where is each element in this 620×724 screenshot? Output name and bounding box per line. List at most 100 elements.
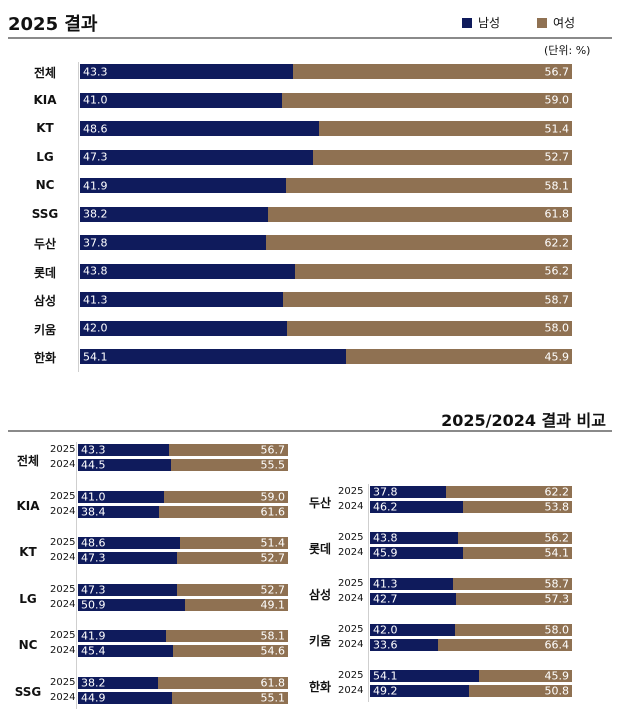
chart2-bar: 44.5 55.5 (78, 458, 288, 472)
chart2-bar-male-label: 43.3 (81, 443, 106, 457)
chart2-bar-male: 41.9 (78, 630, 166, 643)
chart1-bar-female-label: 62.2 (544, 236, 569, 249)
chart1-bar-female: 58.0 (286, 320, 572, 336)
chart2-bar: 46.2 53.8 (370, 501, 572, 514)
chart1-bar-male: 37.8 (80, 235, 266, 250)
chart2-bar-male-label: 43.8 (373, 531, 398, 545)
chart2-bar: 47.3 52.7 (78, 583, 288, 596)
chart1-bar-female-label: 45.9 (544, 350, 569, 363)
chart1-bar: 37.8 62.2 (80, 235, 572, 250)
chart1-bar-female: 56.2 (295, 263, 572, 279)
chart2-bar: 48.6 51.4 (78, 536, 288, 550)
chart1-bar-male: 38.2 (80, 206, 268, 222)
chart2-bar-female: 55.5 (171, 458, 288, 472)
chart2-year-label: 2024 (338, 501, 364, 512)
chart2-bar-male: 42.0 (370, 623, 455, 637)
chart2-bar-female-label: 59.0 (260, 490, 285, 503)
chart2-bar-male-label: 54.1 (373, 669, 398, 683)
chart2-bar-female: 52.7 (177, 551, 288, 565)
chart2-bar-female-label: 55.5 (260, 458, 285, 472)
chart1-category-label: LG (36, 149, 54, 164)
chart2-bar: 41.3 58.7 (370, 577, 572, 591)
chart2-bar-male: 33.6 (370, 638, 438, 652)
chart1-bar: 41.3 58.7 (80, 292, 572, 307)
title-divider-1 (8, 37, 612, 39)
chart2-bar-female-label: 54.6 (260, 644, 285, 658)
chart2-bar-female-label: 62.2 (544, 485, 569, 499)
chart1-axis-line (78, 62, 79, 372)
chart2-bar-male-label: 47.3 (81, 583, 106, 596)
chart2-year-label: 2025 (338, 532, 364, 543)
chart2-bar-female: 57.3 (456, 592, 572, 606)
chart2-bar: 41.9 58.1 (78, 630, 288, 643)
chart2-axis-line (368, 484, 369, 702)
chart2-year-label: 2025 (50, 490, 76, 502)
chart1-bar-female-label: 58.0 (544, 321, 569, 335)
chart2-bar-male: 43.8 (370, 531, 459, 545)
legend-male-swatch (462, 17, 472, 28)
legend-female-swatch (537, 17, 547, 28)
chart2-category-label: 삼성 (308, 588, 332, 602)
chart2-bar-male-label: 47.3 (81, 551, 106, 565)
chart2-bar: 43.3 56.7 (78, 443, 288, 457)
chart1-bar-female: 61.8 (267, 206, 572, 222)
chart1-category-label: 한화 (33, 351, 57, 365)
chart1-category-label: 롯데 (33, 265, 57, 280)
chart2-bar-male-label: 50.9 (81, 598, 106, 611)
chart2-year-label: 2024 (50, 459, 76, 470)
chart2-year-label: 2024 (50, 598, 76, 610)
chart2-bar-male: 43.3 (78, 443, 169, 457)
chart1-bar-female-label: 56.2 (544, 264, 569, 278)
chart2-bar-male-label: 44.9 (81, 691, 106, 704)
chart1-bar-male: 41.9 (80, 178, 287, 193)
chart2-bar-male: 42.7 (370, 593, 457, 606)
chart2-bar-male-label: 41.0 (81, 490, 106, 503)
chart2-bar-female: 50.8 (469, 685, 572, 698)
chart2-category-label: KT (19, 545, 37, 559)
chart1-bar-female-label: 52.7 (544, 150, 569, 164)
chart2-year-label: 2024 (50, 645, 76, 656)
chart2-bar-male-label: 37.8 (373, 485, 398, 499)
legend-female: 여성 (537, 14, 575, 31)
chart2-bar-male-label: 48.6 (81, 536, 106, 550)
chart1-bar-male-label: 48.6 (83, 122, 108, 135)
chart-title-2025: 2025 결과 (8, 14, 98, 35)
chart2-bar: 43.8 56.2 (370, 531, 572, 545)
chart2-bar-female-label: 52.7 (260, 551, 285, 565)
chart2-axis-line (76, 442, 77, 709)
chart2-year-label: 2024 (50, 505, 76, 517)
chart2-year-label: 2024 (50, 552, 76, 563)
chart2-category-label: 키움 (308, 634, 332, 648)
chart2-year-label: 2025 (338, 624, 364, 635)
chart2-bar-male-label: 38.4 (81, 505, 106, 518)
chart2-bar-female-label: 66.4 (544, 638, 569, 652)
chart2-bar-female: 53.8 (463, 501, 572, 514)
chart2-bar-female-label: 45.9 (544, 669, 569, 683)
chart2-bar: 45.4 54.6 (78, 644, 288, 658)
chart1-category-label: 키움 (33, 322, 57, 337)
chart1-bar-female-label: 59.0 (544, 93, 569, 107)
chart2-bar-female: 66.4 (437, 638, 572, 652)
chart1-bar-female-label: 51.4 (544, 122, 569, 135)
chart2-bar-female-label: 57.3 (544, 592, 569, 606)
chart1-bar-male-label: 37.8 (83, 236, 108, 249)
chart1-bar: 41.9 58.1 (80, 178, 572, 193)
chart1-bar: 54.1 45.9 (80, 349, 572, 364)
chart2-bar-male-label: 33.6 (373, 638, 398, 652)
chart2-bar-male-label: 45.4 (81, 644, 106, 658)
chart1-bar: 42.0 58.0 (80, 320, 572, 336)
title-divider-2 (8, 430, 612, 432)
chart1-bar-male-label: 38.2 (83, 207, 108, 221)
chart2-category-label: KIA (16, 498, 40, 513)
chart1-bar-female: 51.4 (319, 121, 572, 136)
chart2-bar-male: 45.9 (370, 547, 463, 560)
chart2-bar-male: 41.3 (370, 577, 454, 591)
chart2-bar-male-label: 42.0 (373, 623, 398, 637)
chart1-bar-female-label: 61.8 (544, 207, 569, 221)
chart2-bar-male: 41.0 (78, 490, 165, 503)
chart2-bar-male-label: 41.3 (373, 577, 398, 591)
chart1-bar: 38.2 61.8 (80, 206, 572, 222)
chart2-bar: 33.6 66.4 (370, 638, 572, 652)
chart2-category-label: LG (19, 591, 37, 606)
chart1-bar: 43.8 56.2 (80, 263, 572, 279)
